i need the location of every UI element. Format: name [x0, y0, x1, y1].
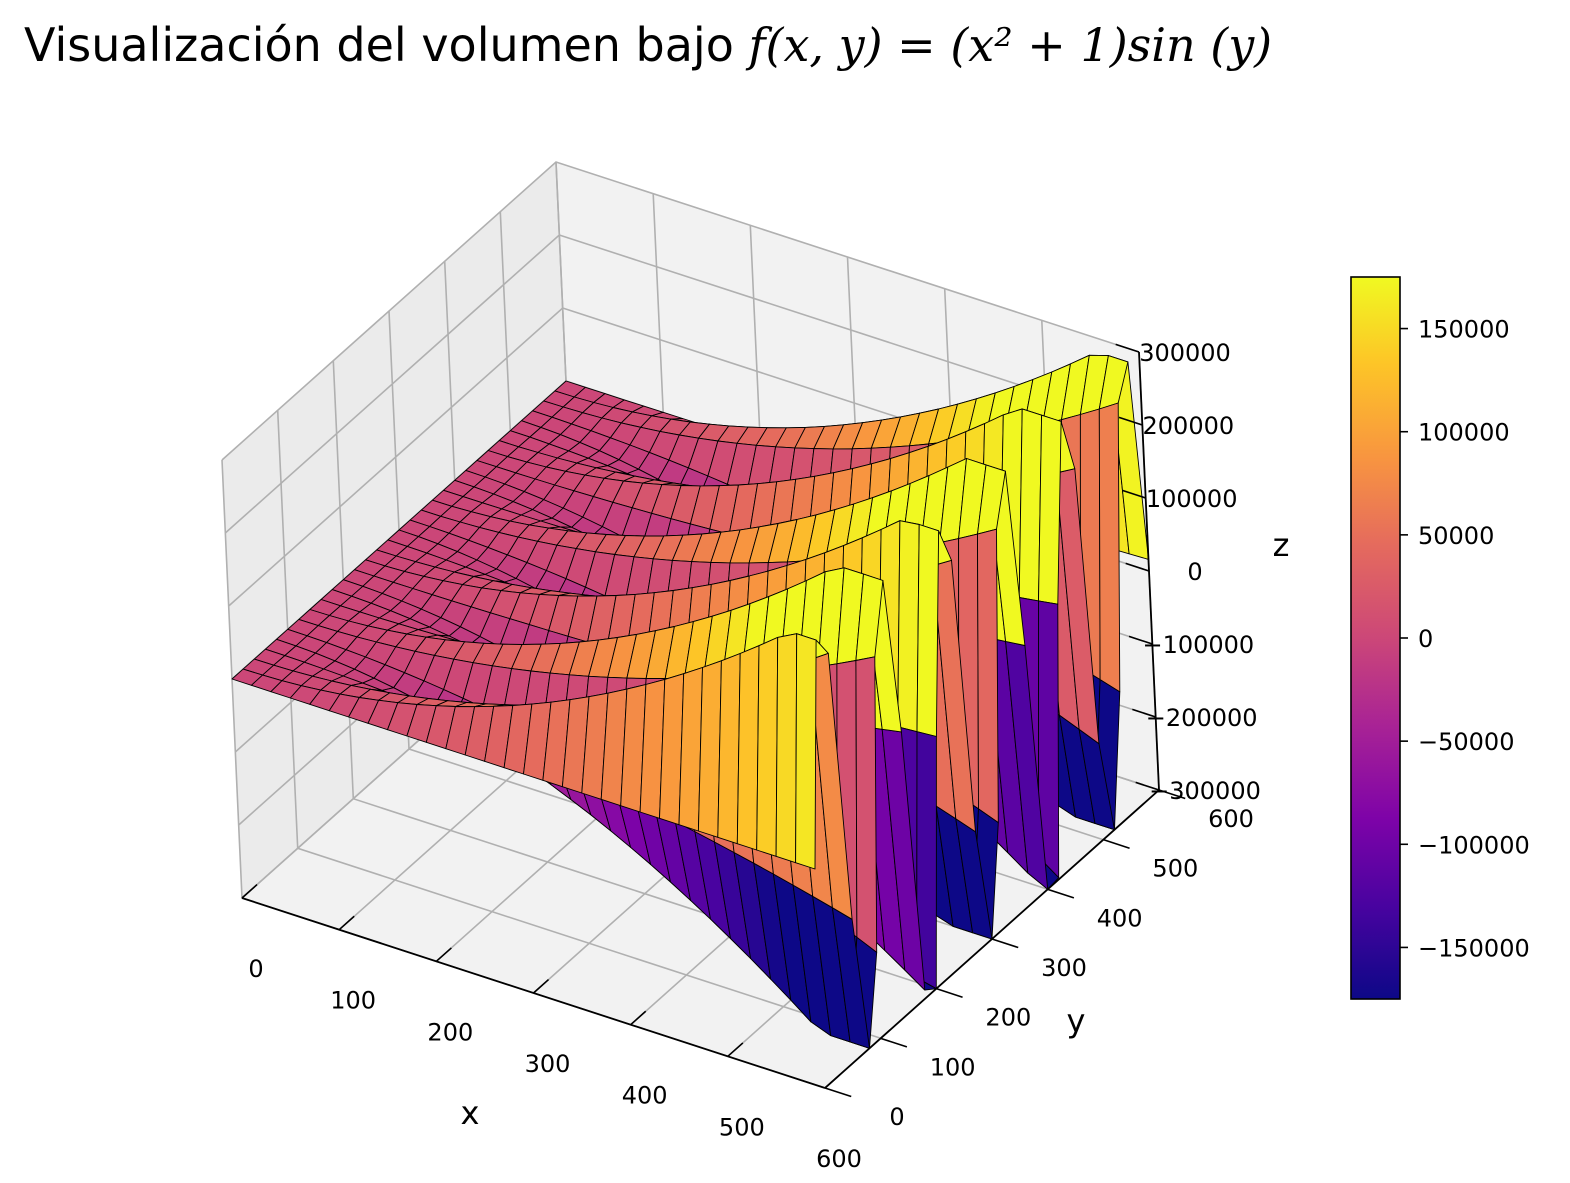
colorbar-tick-label: 100000: [1418, 419, 1510, 447]
surface-patch: [1018, 408, 1043, 602]
z-tick: [1118, 416, 1143, 426]
y-axis-label: y: [1067, 1002, 1086, 1040]
z-tick: [1122, 489, 1146, 499]
x-tick-label: 300: [525, 1050, 571, 1078]
z-tick-label: 200000: [1143, 412, 1235, 440]
surface-patch: [855, 656, 878, 953]
z-tick: [1132, 708, 1156, 718]
z-tick: [1128, 635, 1153, 645]
surface-plot: [231, 354, 1149, 1049]
x-tick-label: 600: [816, 1145, 862, 1173]
y-tick: [880, 1037, 908, 1048]
x-tick: [630, 1010, 647, 1026]
colorbar-tick-label: −150000: [1418, 934, 1530, 962]
z-tick-label: 300000: [1139, 339, 1231, 367]
x-tick-label: 100: [330, 987, 376, 1015]
surface-patch: [897, 520, 920, 733]
y-tick-label: 100: [930, 1053, 976, 1081]
z-tick: [1115, 343, 1140, 353]
surface-patch: [775, 633, 798, 864]
x-tick: [435, 947, 452, 962]
x-tick: [532, 978, 550, 994]
surface-patch: [736, 645, 760, 851]
x-tick: [241, 883, 258, 899]
x-tick: [338, 915, 355, 931]
x-tick-label: 200: [427, 1018, 473, 1046]
y-tick-label: 600: [1208, 805, 1254, 833]
y-tick-label: 0: [889, 1103, 904, 1131]
chart-title: Visualización del volumen bajo f(x, y) =…: [24, 18, 1272, 72]
z-tick-label: −100000: [1142, 631, 1254, 659]
colorbar-gradient: [1350, 276, 1401, 1000]
y-tick: [1158, 789, 1186, 800]
colorbar-tick-label: −100000: [1418, 831, 1530, 859]
x-axis-label: x: [461, 1094, 480, 1132]
colorbar: −150000 −100000 −50000 0 50000 100000 150000: [1350, 276, 1530, 1000]
surface-patch: [795, 633, 817, 870]
z-tick: [1125, 562, 1150, 572]
y-tick: [1103, 838, 1130, 849]
x-tick: [824, 1073, 841, 1089]
y-tick: [991, 938, 1019, 949]
y-tick: [824, 1087, 852, 1098]
x-tick-label: 400: [622, 1082, 668, 1110]
surface-patch: [717, 653, 741, 845]
colorbar-tick-label: 0: [1418, 625, 1433, 653]
z-tick: [1135, 781, 1160, 791]
grid-line-z: [224, 234, 1143, 534]
z-tick-label: −300000: [1149, 777, 1261, 805]
z-tick-label: −200000: [1146, 704, 1258, 732]
surface-patch: [756, 636, 779, 857]
z-tick-label: 0: [1187, 558, 1202, 586]
colorbar-tick-label: −50000: [1418, 728, 1514, 756]
z-axis-label: z: [1273, 526, 1290, 564]
z-tick-label: 100000: [1146, 485, 1238, 513]
surface-patch: [916, 524, 940, 737]
surface-patch: [1098, 402, 1121, 693]
x-tick-label: 0: [248, 955, 263, 983]
surface-patch: [977, 528, 999, 824]
chart-title-formula: f(x, y) = (x² + 1)sin (y): [748, 18, 1273, 72]
axes-ticks: 01002003004005006000100200300400500600−3…: [241, 339, 1261, 1173]
colorbar-tick-label: 150000: [1418, 316, 1510, 344]
y-tick-label: 500: [1152, 855, 1198, 883]
y-tick-label: 200: [985, 1004, 1031, 1032]
y-tick-label: 300: [1041, 954, 1087, 982]
chart-title-text: Visualización del volumen bajo: [24, 18, 749, 72]
x-tick: [727, 1042, 744, 1057]
colorbar-tick-label: 50000: [1418, 522, 1494, 550]
y-tick: [1047, 888, 1075, 899]
grid-line-z: [221, 161, 1140, 461]
surface-patch: [1038, 414, 1062, 605]
y-tick: [936, 987, 963, 998]
axes-labels: x y z: [461, 526, 1290, 1132]
y-tick-label: 400: [1097, 904, 1143, 932]
x-tick-label: 500: [719, 1113, 765, 1141]
